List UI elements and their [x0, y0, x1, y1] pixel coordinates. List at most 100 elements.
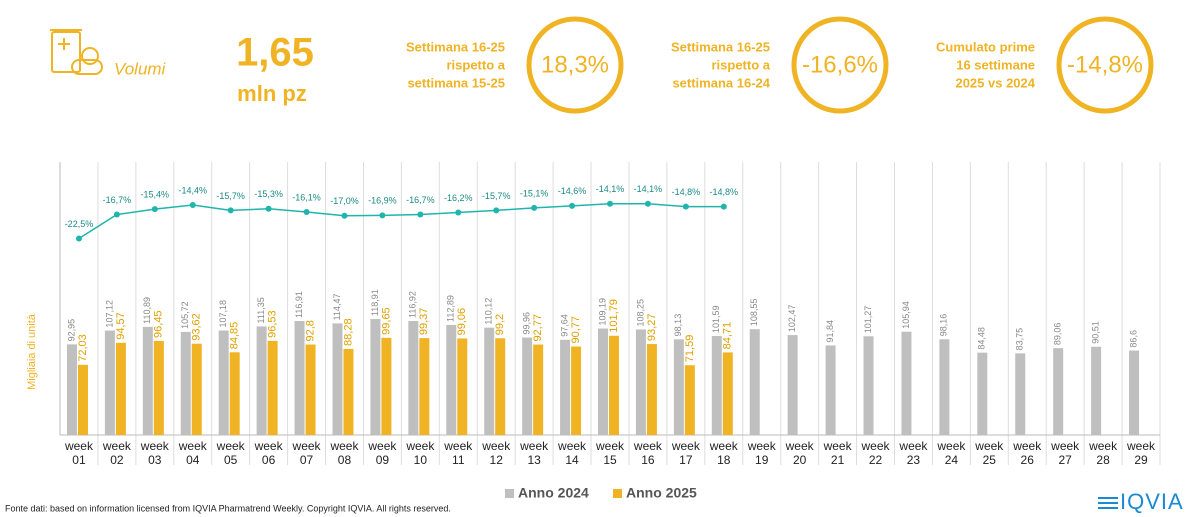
kpi-text: Settimana 16-25 [406, 39, 505, 54]
data-label: 83,75 [1015, 328, 1025, 351]
bar [635, 329, 646, 435]
bar [711, 335, 722, 435]
data-label: -14,1% [634, 184, 663, 194]
x-tick-label: week 14 [558, 439, 587, 467]
kpi-value: -16,6% [802, 51, 878, 78]
kpi-value: 18,3% [541, 51, 609, 78]
line-point [265, 205, 272, 212]
data-label: -15,3% [254, 189, 283, 199]
bar [939, 339, 950, 435]
bar [267, 340, 278, 435]
x-tick-label: week 04 [178, 439, 207, 467]
data-label: -16,1% [292, 192, 321, 202]
x-tick-label: week 18 [709, 439, 738, 467]
bar [863, 336, 874, 435]
x-tick-label: week 21 [823, 439, 852, 467]
bar [446, 324, 457, 435]
x-tick-label: week 26 [1013, 439, 1042, 467]
data-label: 88,28 [342, 318, 354, 346]
line-point [417, 211, 424, 218]
line-point [720, 203, 727, 210]
x-tick-label: week 16 [633, 439, 662, 467]
kpi-text: rispetto a [711, 57, 770, 72]
data-label: 116,91 [294, 291, 304, 318]
icon [50, 29, 103, 75]
data-label: 92,95 [66, 319, 76, 342]
kpi-text: 16 settimane [956, 57, 1035, 72]
x-tick-label: week 27 [1051, 439, 1080, 467]
data-label: 84,48 [977, 327, 987, 350]
data-label: -14,6% [558, 186, 587, 196]
line-point [189, 202, 196, 209]
data-label: 110,89 [142, 297, 152, 324]
line [78, 203, 724, 240]
data-label: 93,27 [646, 314, 658, 342]
data-label: 99,37 [418, 308, 430, 336]
data-label: 86,6 [1128, 330, 1138, 348]
source: Fonte dati: based on information license… [5, 503, 451, 513]
kpi-text: settimana 15-25 [407, 75, 505, 90]
data-label: 116,92 [408, 291, 418, 318]
x-tick-label: week 11 [444, 439, 473, 467]
data-label: -15,7% [482, 191, 511, 201]
data-label: 96,53 [267, 310, 279, 338]
bar [419, 338, 430, 435]
x-tick-label: week 24 [937, 439, 966, 467]
data-label: 101,59 [711, 305, 721, 333]
data-label: 111,35 [256, 297, 266, 323]
legend-swatch [505, 489, 514, 498]
data-label: 98,13 [673, 314, 683, 337]
data-label: 71,59 [684, 335, 696, 363]
bar [749, 329, 760, 435]
data-label: 107,18 [218, 300, 228, 328]
data-label: 101,79 [608, 299, 620, 333]
bar [66, 344, 77, 435]
legend-label: Anno 2024 [518, 485, 589, 501]
data-label: 105,72 [180, 301, 190, 329]
line-point [303, 209, 310, 216]
line-point [682, 203, 689, 210]
data-label: 84,71 [722, 322, 734, 350]
x-tick-label: week 12 [482, 439, 511, 467]
x-tick-label: week 25 [975, 439, 1004, 467]
x-tick-label: week 13 [520, 439, 549, 467]
x-tick-label: week 15 [595, 439, 624, 467]
bar [370, 319, 381, 435]
bar [560, 339, 571, 435]
bar [977, 352, 988, 435]
x-tick-label: week 29 [1127, 439, 1156, 467]
data-label: -17,0% [330, 196, 359, 206]
bar [722, 352, 733, 435]
bar [825, 345, 836, 435]
data-label: 94,57 [115, 312, 127, 340]
bar [332, 323, 343, 435]
x-tick-label: week 03 [140, 439, 169, 467]
bar [1091, 346, 1102, 435]
bar [218, 330, 229, 435]
data-label: 108,55 [749, 299, 759, 327]
x-tick-label: week 20 [785, 439, 814, 467]
kpi-text: rispetto a [446, 57, 505, 72]
kpi-circle [791, 16, 889, 114]
kpi-circle [526, 16, 624, 114]
bar [229, 352, 240, 435]
data-label: 92,77 [532, 314, 544, 342]
bar [1015, 353, 1026, 435]
x-tick-label: week 10 [406, 439, 435, 467]
data-label: 99,65 [380, 307, 392, 335]
kpi-unit: mln pz [237, 81, 307, 106]
data-label: -14,1% [596, 184, 625, 194]
data-label: -16,9% [368, 196, 397, 206]
kpi-value: 1,65 [236, 31, 314, 75]
data-label: 99,96 [522, 312, 532, 335]
data-label: -14,4% [178, 185, 207, 195]
data-label: -15,1% [520, 188, 549, 198]
x-tick-label: week 23 [899, 439, 928, 467]
line-point [379, 212, 386, 219]
bar [381, 337, 392, 435]
bar [901, 331, 912, 435]
legend-swatch [613, 489, 622, 498]
x-tick-label: week 07 [292, 439, 321, 467]
